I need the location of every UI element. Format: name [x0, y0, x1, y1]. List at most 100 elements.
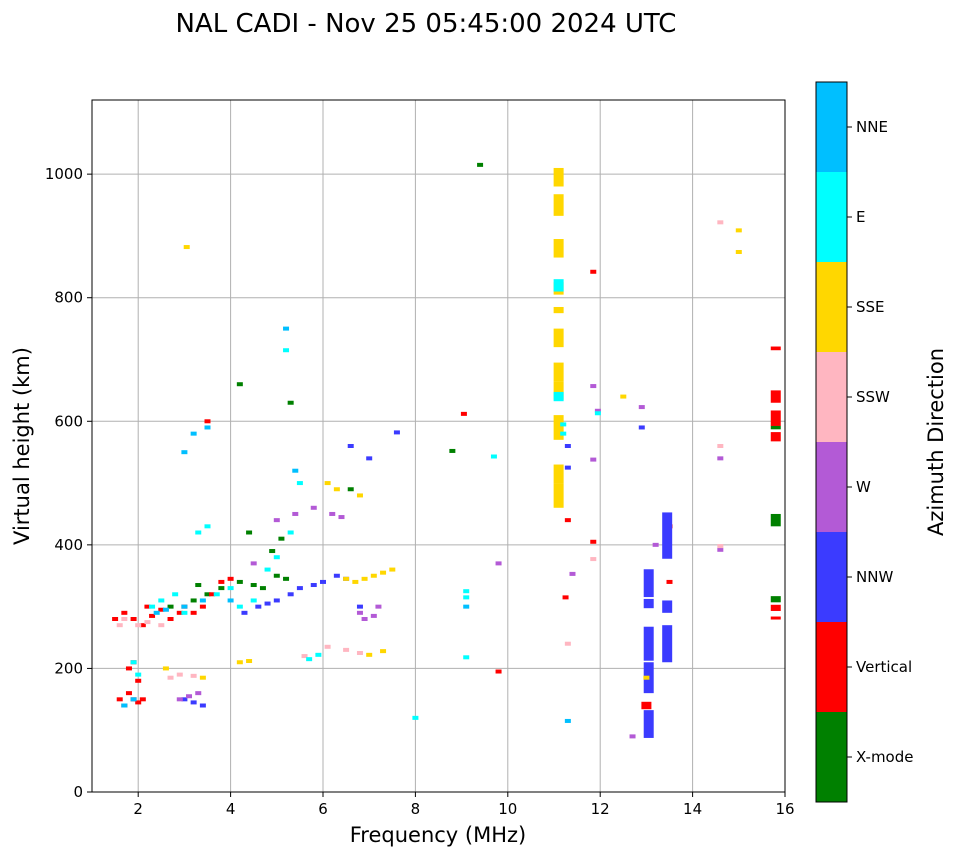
data-point-w — [186, 694, 193, 699]
data-point-w — [375, 604, 382, 609]
colorbar-label-nne: NNE — [856, 118, 888, 136]
data-point-w — [717, 456, 724, 461]
data-point-e — [287, 530, 294, 535]
data-point-ssw — [717, 220, 724, 225]
data-point-e — [463, 655, 470, 660]
data-point-w — [292, 511, 299, 516]
data-point-nne — [564, 718, 571, 723]
data-point-x-mode — [250, 583, 257, 588]
colorbar-swatch-vertical — [816, 622, 847, 712]
data-point-nnw — [287, 592, 294, 597]
data-point-e — [227, 586, 234, 591]
data-point-ssw — [116, 623, 123, 628]
data-point-ssw — [301, 654, 308, 659]
colorbar-label-sse: SSE — [856, 298, 885, 316]
data-point-nne — [153, 610, 160, 615]
colorbar-swatch-w — [816, 442, 847, 532]
data-point-e — [296, 481, 303, 486]
data-point-w — [273, 518, 280, 523]
data-points-layer — [112, 162, 781, 739]
data-point-e — [130, 660, 137, 665]
colorbar-label-ssw: SSW — [856, 388, 890, 406]
data-point-nnw — [241, 610, 248, 615]
echo-segment-sse — [553, 239, 564, 258]
data-point-vertical — [112, 617, 119, 621]
data-point-nnw — [181, 697, 188, 702]
data-point-e — [412, 715, 419, 720]
data-point-x-mode — [278, 536, 285, 541]
data-point-e — [560, 431, 567, 436]
data-point-w — [717, 547, 724, 552]
data-point-w — [338, 515, 345, 520]
data-point-vertical — [590, 539, 597, 544]
data-point-vertical — [190, 610, 197, 615]
colorbar-frame — [815, 81, 848, 803]
data-point-ssw — [564, 641, 571, 646]
data-point-w — [250, 561, 257, 566]
data-point-x-mode — [259, 586, 266, 591]
data-point-e — [195, 530, 202, 535]
data-point-w — [590, 457, 597, 462]
data-point-nnw — [264, 601, 271, 606]
data-point-vertical — [495, 669, 502, 674]
data-point-nne — [181, 604, 188, 609]
data-point-sse — [236, 660, 243, 665]
data-point-sse — [162, 666, 169, 671]
data-point-vertical — [176, 610, 183, 615]
data-point-nne — [190, 431, 197, 436]
data-point-ssw — [356, 650, 363, 655]
echo-segment-vertical — [770, 604, 781, 611]
data-point-nne — [227, 598, 234, 603]
data-point-nne — [204, 425, 211, 430]
data-point-e — [149, 604, 156, 609]
data-point-sse — [343, 576, 350, 581]
data-point-vertical — [218, 579, 225, 584]
data-point-e — [236, 604, 243, 609]
data-point-e — [135, 672, 142, 677]
data-point-w — [329, 511, 336, 516]
echo-segment-nnw — [643, 598, 654, 609]
echo-segment-sse — [553, 362, 564, 382]
data-point-nnw — [564, 465, 571, 470]
y-tick-label: 400 — [54, 536, 83, 554]
data-point-nnw — [638, 425, 645, 430]
grid-layer — [92, 100, 786, 793]
data-point-nne — [181, 450, 188, 455]
data-point-vertical — [199, 604, 206, 609]
echo-segment-sse — [553, 306, 564, 314]
data-point-nnw — [356, 604, 363, 609]
x-tick-label: 12 — [591, 800, 610, 818]
data-point-x-mode — [347, 487, 354, 492]
colorbar-swatch-nnw — [816, 532, 847, 622]
data-point-e — [158, 598, 165, 603]
data-point-nnw — [296, 586, 303, 591]
data-point-vertical — [125, 666, 132, 671]
data-point-vertical — [562, 595, 569, 600]
data-point-sse — [246, 659, 253, 664]
data-point-vertical — [135, 700, 142, 705]
data-point-w — [590, 384, 597, 389]
colorbar-swatch-sse — [816, 262, 847, 352]
data-point-x-mode — [287, 400, 294, 405]
data-point-sse — [380, 649, 387, 654]
data-point-sse — [352, 579, 359, 584]
data-point-vertical — [209, 592, 216, 597]
data-point-sse — [356, 493, 363, 498]
data-point-w — [569, 571, 576, 576]
data-point-e — [306, 657, 313, 662]
data-point-sse — [620, 394, 627, 399]
data-point-nne — [162, 607, 169, 612]
data-point-nne — [121, 703, 128, 708]
echo-segment-vertical — [770, 616, 781, 620]
echo-segment-sse — [553, 328, 564, 348]
echo-segment-vertical — [770, 432, 781, 442]
echo-segment-sse — [553, 167, 564, 187]
data-point-nne — [130, 697, 137, 702]
x-tick-label: 2 — [133, 800, 143, 818]
data-point-w — [361, 617, 368, 621]
echo-segment-sse — [553, 464, 564, 484]
data-point-vertical — [139, 623, 146, 628]
echo-segment-x-mode — [770, 513, 781, 527]
data-point-x-mode — [167, 604, 174, 609]
